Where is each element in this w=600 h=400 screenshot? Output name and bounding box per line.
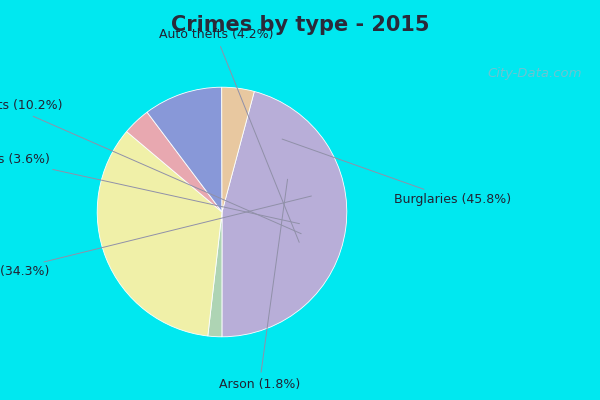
Text: Crimes by type - 2015: Crimes by type - 2015 xyxy=(171,15,429,35)
Wedge shape xyxy=(97,132,222,336)
Text: City-Data.com: City-Data.com xyxy=(487,67,582,80)
Wedge shape xyxy=(147,87,222,212)
Wedge shape xyxy=(127,112,222,212)
Wedge shape xyxy=(222,87,254,212)
Wedge shape xyxy=(222,92,347,337)
Text: Arson (1.8%): Arson (1.8%) xyxy=(219,179,300,391)
Text: Assaults (10.2%): Assaults (10.2%) xyxy=(0,100,301,234)
Text: Thefts (34.3%): Thefts (34.3%) xyxy=(0,196,311,278)
Wedge shape xyxy=(208,212,222,337)
Text: Burglaries (45.8%): Burglaries (45.8%) xyxy=(282,139,511,206)
Text: Auto thefts (4.2%): Auto thefts (4.2%) xyxy=(158,28,299,242)
Text: Rapes (3.6%): Rapes (3.6%) xyxy=(0,153,299,224)
